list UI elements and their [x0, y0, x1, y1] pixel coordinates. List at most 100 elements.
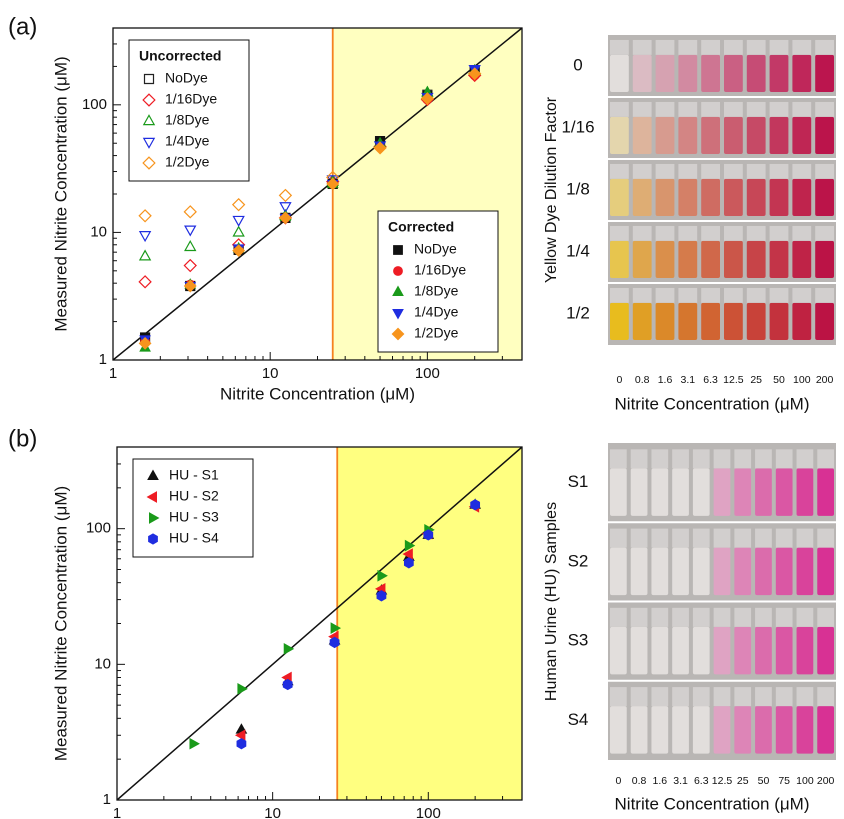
data-point	[138, 209, 152, 223]
data-point	[283, 643, 295, 655]
cuvette-top	[610, 225, 629, 241]
legend-marker	[142, 137, 156, 149]
photo-column-label: 1.6	[653, 775, 668, 787]
cuvette	[610, 240, 629, 279]
y-tick-label: 10	[94, 655, 111, 672]
cuvette	[630, 706, 648, 754]
cuvette-top	[701, 39, 720, 55]
cuvette-top	[672, 449, 689, 469]
cuvette	[817, 626, 834, 675]
y-axis-label: Measured Nitrite Concentration (μM)	[51, 486, 70, 761]
data-point	[423, 529, 434, 541]
cuvette	[610, 178, 629, 217]
cuvette	[678, 116, 698, 155]
cuvette	[792, 302, 812, 341]
identity-line	[112, 27, 523, 361]
cuvette-top	[610, 287, 629, 303]
cuvette-top	[724, 163, 743, 179]
cuvette	[724, 178, 743, 217]
cuvette-top	[672, 528, 689, 548]
photo-x-label: Nitrite Concentration (μM)	[615, 394, 810, 413]
cuvette-top	[734, 528, 752, 548]
data-point	[232, 225, 245, 237]
cuvette	[775, 547, 793, 596]
cuvette	[672, 468, 689, 516]
cuvette	[701, 178, 720, 217]
cuvette-top	[610, 39, 629, 55]
y-tick-label: 10	[90, 223, 107, 240]
photo-column-label: 75	[778, 775, 790, 787]
data-point	[403, 557, 414, 569]
photo-row-label: 1/16	[561, 117, 594, 136]
cuvette-top	[775, 449, 793, 469]
cuvette-top	[792, 101, 812, 117]
y-tick-label: 100	[86, 520, 111, 537]
cuvette-top	[692, 607, 710, 627]
legend-label: 1/4Dye	[414, 304, 459, 320]
photo-column-label: 0.8	[635, 374, 650, 386]
photo-column-label: 25	[750, 374, 762, 386]
cuvette	[672, 706, 689, 754]
data-point	[189, 737, 200, 750]
cuvette	[610, 54, 629, 93]
cuvette-top	[713, 687, 731, 707]
y-tick-label: 1	[99, 351, 107, 368]
cuvette-top	[775, 607, 793, 627]
cuvette	[632, 116, 652, 155]
legend-label: 1/16Dye	[165, 91, 217, 107]
legend-marker	[393, 245, 403, 255]
data-point	[237, 682, 248, 695]
data-point	[231, 197, 246, 212]
cuvette	[724, 240, 743, 279]
cuvette	[701, 302, 720, 341]
cuvette	[610, 626, 627, 675]
cuvette	[655, 302, 675, 341]
cuvette-top	[655, 287, 675, 303]
cuvette	[769, 178, 789, 217]
cuvette-top	[692, 687, 710, 707]
cuvette	[746, 116, 766, 155]
cuvette-top	[815, 39, 834, 55]
cuvette-top	[610, 101, 629, 117]
data-point	[470, 499, 481, 511]
legend-title: Corrected	[388, 219, 454, 235]
x-tick-label: 1	[113, 805, 121, 819]
photo-column-label: 50	[773, 374, 785, 386]
cuvette	[775, 468, 793, 516]
photo-column-label: 3.1	[680, 374, 695, 386]
cuvette	[734, 626, 752, 675]
x-tick-label: 1	[109, 365, 117, 382]
cuvette-top	[755, 687, 772, 707]
cuvette-top	[815, 225, 834, 241]
cuvette-top	[678, 287, 698, 303]
cuvette-top	[610, 687, 627, 707]
cuvette-top	[775, 528, 793, 548]
cuvette-top	[678, 39, 698, 55]
cuvette	[817, 468, 834, 516]
cuvette-top	[651, 607, 669, 627]
legend-marker	[392, 285, 404, 296]
data-point	[420, 92, 434, 105]
cuvette-top	[792, 163, 812, 179]
legend-marker	[392, 309, 404, 320]
cuvette-top	[792, 39, 812, 55]
cuvette-top	[792, 287, 812, 303]
cuvette-top	[610, 528, 627, 548]
cuvette-top	[724, 225, 743, 241]
photo-column-label: 25	[737, 775, 749, 787]
cuvette	[610, 706, 627, 754]
cuvette	[692, 468, 710, 516]
cuvette-top	[655, 39, 675, 55]
photo-row-label: S4	[568, 710, 589, 729]
panel-label: (a)	[8, 13, 37, 40]
cuvette-top	[655, 163, 675, 179]
data-point	[282, 678, 293, 691]
data-point	[279, 211, 292, 225]
cuvette	[692, 547, 710, 596]
photo-column-label: 1.6	[658, 374, 673, 386]
cuvette-top	[769, 287, 789, 303]
legend-marker	[149, 512, 160, 524]
cuvette	[632, 302, 652, 341]
photo-row-label: S2	[568, 551, 589, 570]
cuvette	[632, 240, 652, 279]
